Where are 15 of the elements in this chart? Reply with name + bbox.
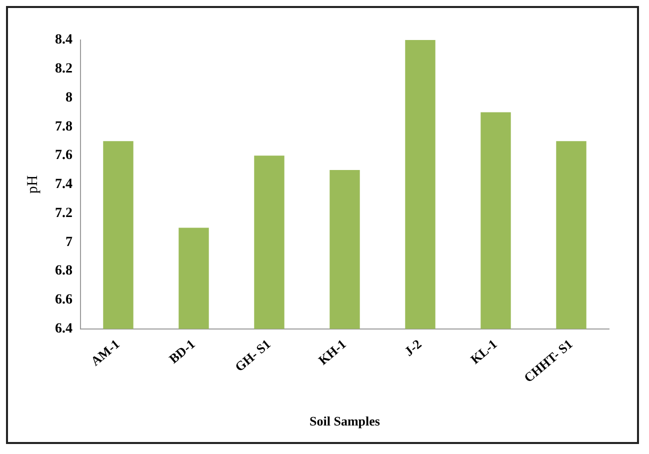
y-tick-label: 8 xyxy=(66,90,72,106)
x-tick-label: GH- S1 xyxy=(232,336,274,374)
y-tick-label: 6.8 xyxy=(55,264,72,279)
y-tick-label: 6.6 xyxy=(55,292,72,308)
y-tick-label: 7.2 xyxy=(55,206,72,221)
y-tick-label: 6.4 xyxy=(55,322,72,337)
y-tick-label: 8.4 xyxy=(55,32,72,48)
y-tick-label: 7 xyxy=(66,234,72,250)
x-axis-title: Soil Samples xyxy=(310,414,380,429)
y-tick-label: 7.8 xyxy=(55,119,72,134)
y-tick-label: 7.4 xyxy=(55,177,72,192)
y-axis-title: pH xyxy=(24,175,41,194)
x-tick-label: J-2 xyxy=(401,336,424,359)
y-tick-label: 8.2 xyxy=(55,62,72,76)
y-tick-label: 7.6 xyxy=(55,148,72,164)
